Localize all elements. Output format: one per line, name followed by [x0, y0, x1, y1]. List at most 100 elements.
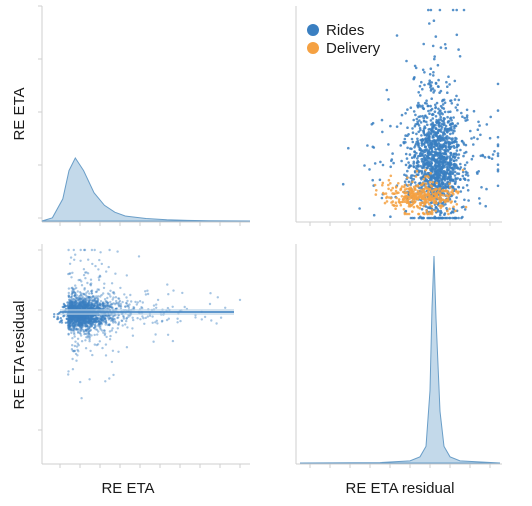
residual-point: [91, 303, 94, 306]
delivery-point: [398, 201, 401, 204]
residual-point: [93, 298, 97, 301]
residual-point: [75, 317, 79, 321]
rides-point: [436, 154, 439, 158]
residual-point: [134, 300, 137, 304]
rides-point: [437, 85, 440, 88]
delivery-point: [439, 206, 443, 209]
rides-point: [446, 155, 449, 158]
rides-point: [451, 137, 454, 140]
delivery-point: [447, 191, 451, 195]
rides-point: [496, 143, 500, 146]
residual-point: [111, 315, 115, 318]
residual-point: [57, 312, 61, 315]
rides-point: [447, 145, 450, 149]
delivery-point: [428, 197, 432, 200]
delivery-point: [419, 203, 422, 207]
residual-point: [121, 300, 124, 304]
residual-point: [119, 304, 122, 308]
residual-point: [115, 302, 118, 305]
residual-point: [116, 327, 120, 330]
residual-point: [135, 303, 138, 306]
residual-point: [70, 299, 73, 303]
residual-point: [96, 298, 100, 301]
rides-point: [443, 101, 447, 104]
delivery-point: [438, 204, 441, 208]
residual-point: [131, 327, 134, 330]
residual-point: [75, 345, 79, 348]
delivery-point: [448, 207, 451, 211]
delivery-point: [448, 193, 452, 197]
residual-point: [97, 288, 101, 291]
delivery-point: [427, 175, 430, 179]
residual-point: [79, 334, 83, 337]
rides-point: [426, 216, 429, 220]
residual-point: [106, 292, 110, 295]
rides-point: [422, 131, 426, 134]
rides-point: [460, 111, 463, 115]
delivery-point: [417, 184, 420, 188]
rides-point: [425, 99, 428, 102]
delivery-point: [385, 195, 389, 199]
rides-point: [457, 172, 461, 175]
rides-point: [406, 169, 409, 173]
delivery-point: [428, 188, 432, 191]
rides-point: [440, 128, 443, 131]
rides-point: [427, 109, 430, 113]
rides-point: [439, 115, 443, 119]
residual-point: [83, 248, 87, 252]
rides-point: [426, 171, 430, 175]
residual-point: [138, 300, 142, 303]
residual-point: [104, 380, 107, 383]
rides-point: [454, 152, 458, 155]
residual-point: [80, 321, 83, 324]
rides-point: [443, 139, 447, 142]
residual-point: [73, 325, 76, 328]
residual-point: [86, 327, 89, 331]
residual-point: [109, 319, 113, 322]
rides-point: [443, 159, 446, 162]
residual-point: [71, 290, 74, 293]
delivery-point: [409, 186, 412, 189]
residual-point: [93, 323, 97, 326]
rides-point: [454, 177, 458, 181]
residual-point: [69, 256, 73, 259]
delivery-point: [405, 187, 409, 191]
residual-point: [208, 302, 212, 306]
residual-point: [88, 378, 91, 381]
rides-point: [395, 125, 399, 128]
residual-point: [152, 340, 155, 343]
residual-point: [71, 298, 75, 301]
residual-point: [91, 295, 95, 298]
rides-point: [448, 142, 452, 146]
rides-point: [446, 140, 450, 144]
rides-point: [425, 162, 429, 166]
residual-point: [67, 370, 70, 373]
rides-point: [430, 81, 434, 84]
residual-point: [108, 338, 112, 341]
residual-point: [108, 377, 111, 380]
rides-point: [438, 184, 441, 187]
delivery-point: [417, 212, 421, 216]
rides-point: [447, 110, 450, 114]
rides-point: [433, 177, 437, 181]
delivery-point: [419, 188, 423, 192]
rides-point: [415, 151, 418, 155]
rides-point: [437, 118, 441, 121]
rides-point: [419, 121, 423, 124]
rides-point: [428, 81, 431, 85]
legend-delivery-marker: [307, 42, 319, 54]
delivery-point: [405, 194, 408, 198]
residual-point: [96, 333, 99, 336]
residual-point: [166, 283, 169, 286]
rides-point: [496, 82, 500, 86]
rides-point: [453, 170, 457, 174]
rides-point: [358, 207, 361, 210]
rides-point: [410, 147, 413, 151]
rides-point: [380, 196, 384, 200]
rides-point: [449, 211, 453, 215]
residual-point: [71, 271, 74, 274]
rides-point: [479, 133, 482, 137]
residual-point: [129, 293, 132, 297]
rides-point: [429, 84, 433, 88]
residual-point: [105, 335, 108, 339]
